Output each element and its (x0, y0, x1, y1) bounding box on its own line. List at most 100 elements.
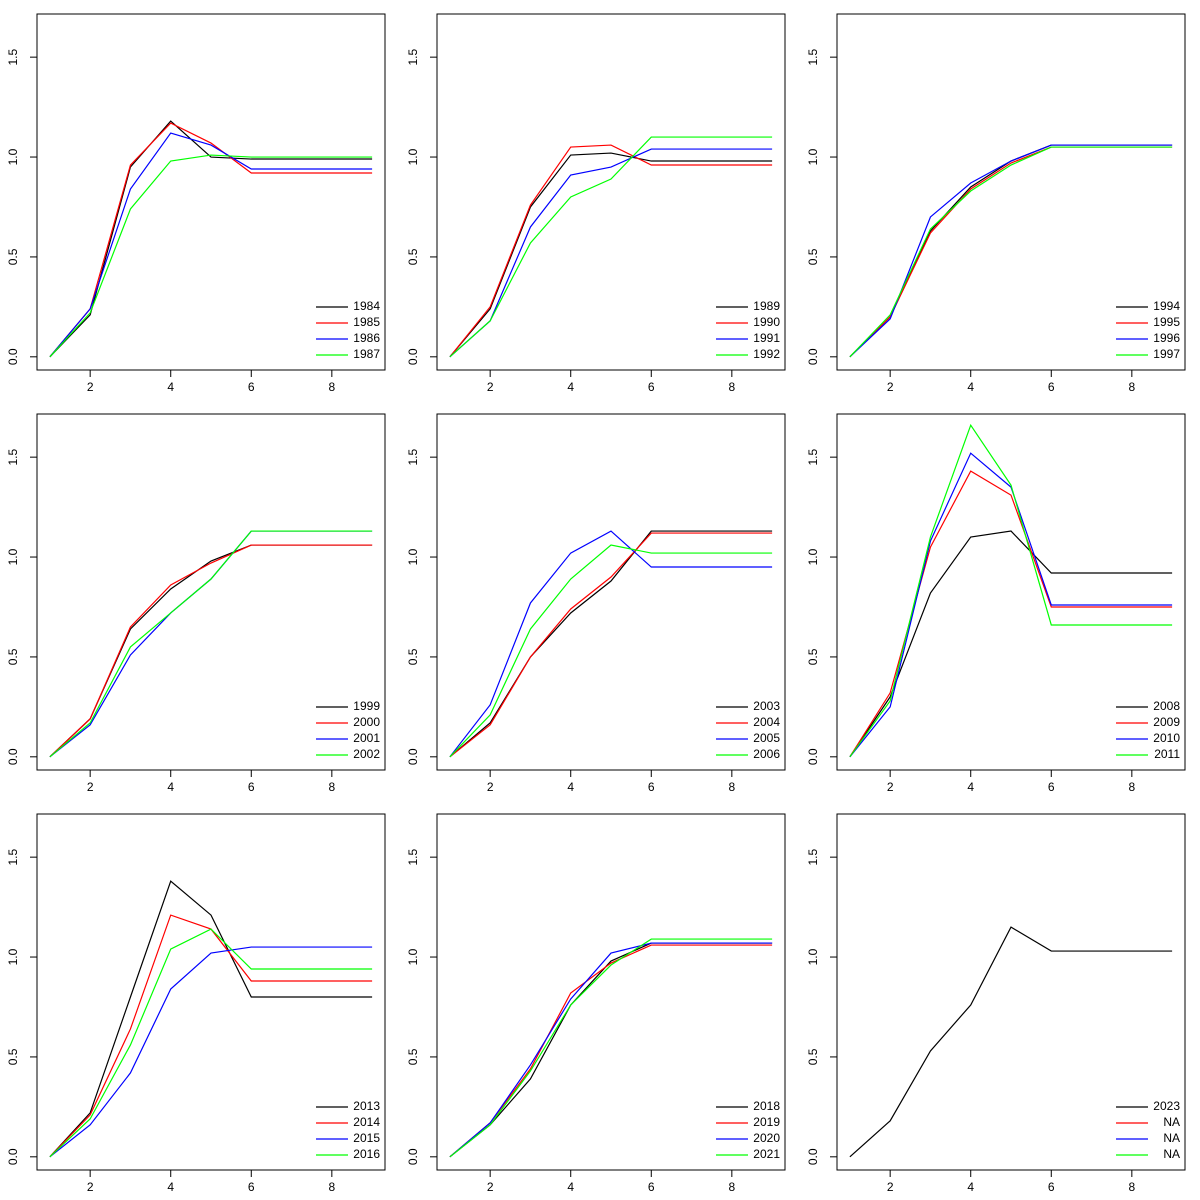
plot-frame (436, 13, 786, 371)
legend-label: 1994 (1153, 299, 1180, 313)
x-tick-label: 2 (487, 780, 494, 794)
data-line (449, 938, 773, 1158)
data-line (849, 146, 1173, 358)
x-tick-label: 2 (887, 780, 894, 794)
legend-label: 1995 (1153, 315, 1180, 329)
y-tick-label: 1.0 (406, 548, 420, 565)
legend-label: 1990 (753, 315, 780, 329)
y-tick-label: 0.5 (806, 248, 820, 265)
legend-label: 2023 (1153, 1099, 1180, 1113)
data-line (449, 530, 773, 758)
legend-label: 1985 (353, 315, 380, 329)
legend-label: 1996 (1153, 331, 1180, 345)
data-line (49, 132, 373, 358)
y-tick-label: 0.0 (6, 748, 20, 765)
data-line (849, 423, 1173, 758)
panel: 2 4 6 8 0.0 0.5 1.0 1.5 2008 2009 2010 2011 (806, 413, 1186, 794)
data-line (449, 544, 773, 758)
legend-label: 2011 (1154, 747, 1180, 761)
legend-label: 2006 (753, 747, 780, 761)
x-tick-label: 4 (167, 1180, 174, 1194)
data-line (449, 532, 773, 758)
y-tick-label: 1.5 (806, 48, 820, 65)
legend-label: 1987 (353, 347, 380, 361)
legend-label: 1984 (353, 299, 380, 313)
x-tick-label: 4 (967, 1180, 974, 1194)
y-tick-label: 1.5 (406, 448, 420, 465)
x-tick-label: 2 (87, 780, 94, 794)
x-tick-label: 2 (487, 1180, 494, 1194)
plot-frame (836, 813, 1186, 1171)
data-line (49, 914, 373, 1158)
y-tick-label: 1.0 (6, 948, 20, 965)
legend-label: 2005 (753, 731, 780, 745)
data-line (849, 452, 1173, 758)
y-tick-label: 0.5 (806, 648, 820, 665)
x-tick-label: 6 (648, 1180, 655, 1194)
y-tick-label: 1.5 (6, 48, 20, 65)
y-tick-label: 0.0 (406, 1148, 420, 1165)
legend-label: NA (1163, 1147, 1180, 1161)
y-tick-label: 1.5 (406, 848, 420, 865)
x-tick-label: 8 (1128, 1180, 1135, 1194)
legend-label: 2008 (1153, 699, 1180, 713)
data-line (449, 942, 773, 1158)
x-tick-label: 6 (648, 380, 655, 394)
plot-frame (36, 13, 386, 371)
panel: 2 4 6 8 0.0 0.5 1.0 1.5 2003 2004 2005 2006 (406, 413, 786, 794)
x-tick-label: 2 (887, 1180, 894, 1194)
x-tick-label: 8 (328, 780, 335, 794)
y-tick-label: 1.0 (6, 148, 20, 165)
data-line (49, 946, 373, 1158)
x-tick-label: 4 (967, 380, 974, 394)
legend-label: 2010 (1153, 731, 1180, 745)
x-tick-label: 8 (728, 780, 735, 794)
y-tick-label: 1.5 (806, 848, 820, 865)
data-line (849, 144, 1173, 358)
y-tick-label: 0.5 (6, 248, 20, 265)
legend-label: 1991 (753, 331, 780, 345)
data-line (49, 154, 373, 358)
x-tick-label: 8 (1128, 380, 1135, 394)
legend-label: NA (1163, 1131, 1180, 1145)
plot-frame (36, 413, 386, 771)
panel: 2 4 6 8 0.0 0.5 1.0 1.5 2018 2019 2020 2021 (406, 813, 786, 1194)
x-tick-label: 6 (248, 780, 255, 794)
y-tick-label: 0.5 (6, 1048, 20, 1065)
x-tick-label: 6 (1048, 780, 1055, 794)
y-tick-label: 0.5 (406, 648, 420, 665)
x-tick-label: 2 (487, 380, 494, 394)
y-tick-label: 0.0 (806, 1148, 820, 1165)
legend-label: 2013 (353, 1099, 380, 1113)
data-line (849, 470, 1173, 758)
x-tick-label: 2 (87, 380, 94, 394)
y-tick-label: 1.0 (406, 948, 420, 965)
legend-label: 1997 (1153, 347, 1180, 361)
data-line (849, 926, 1173, 1158)
panel: 2 4 6 8 0.0 0.5 1.0 1.5 2023 NA NA NA (806, 813, 1186, 1194)
panel: 2 4 6 8 0.0 0.5 1.0 1.5 2013 2014 2015 2016 (6, 813, 386, 1194)
legend-label: 2021 (753, 1147, 780, 1161)
legend-label: 2001 (353, 731, 380, 745)
x-tick-label: 8 (1128, 780, 1135, 794)
x-tick-label: 4 (167, 380, 174, 394)
data-line (49, 880, 373, 1158)
y-tick-label: 1.0 (806, 548, 820, 565)
data-line (49, 122, 373, 358)
x-tick-label: 4 (167, 780, 174, 794)
x-tick-label: 6 (248, 1180, 255, 1194)
x-tick-label: 6 (648, 780, 655, 794)
x-tick-label: 8 (328, 380, 335, 394)
panel: 2 4 6 8 0.0 0.5 1.0 1.5 1994 1995 1996 1997 (806, 13, 1186, 394)
y-tick-label: 1.0 (806, 148, 820, 165)
y-tick-label: 0.0 (406, 748, 420, 765)
y-tick-label: 0.0 (6, 1148, 20, 1165)
legend-label: 2016 (353, 1147, 380, 1161)
legend-label: 2019 (753, 1115, 780, 1129)
x-tick-label: 8 (728, 1180, 735, 1194)
data-line (449, 152, 773, 358)
y-tick-label: 0.0 (406, 348, 420, 365)
panel: 2 4 6 8 0.0 0.5 1.0 1.5 1999 2000 2001 2002 (6, 413, 386, 794)
